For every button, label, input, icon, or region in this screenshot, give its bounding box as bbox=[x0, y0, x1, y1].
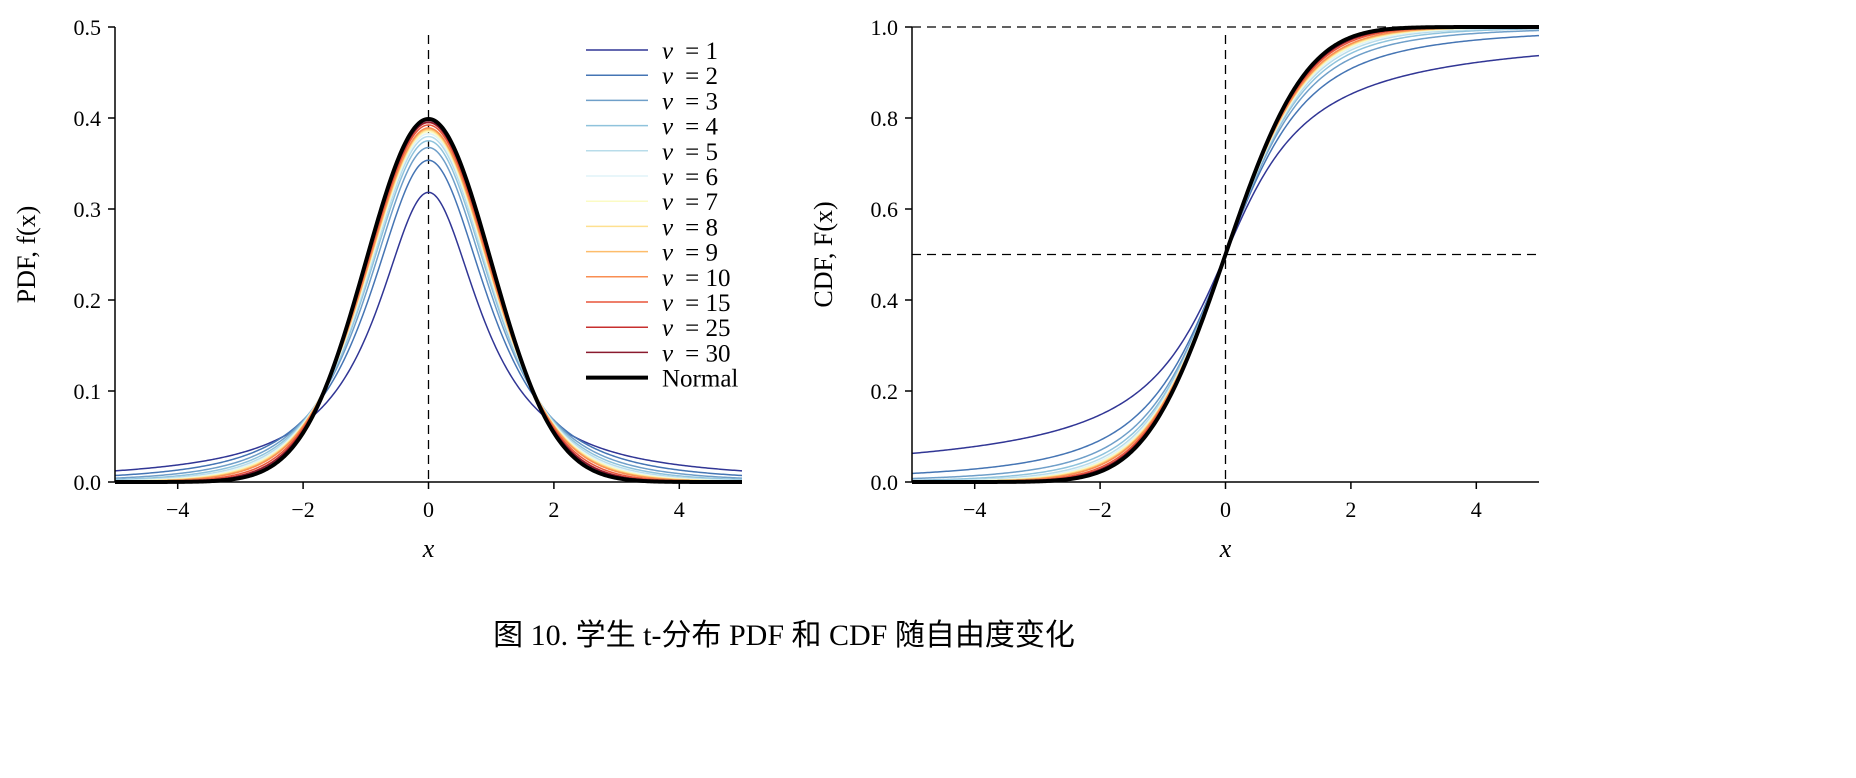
x-tick-label: 4 bbox=[674, 497, 685, 522]
series-line-nu-3 bbox=[114, 146, 743, 479]
y-tick-label: 0.0 bbox=[871, 470, 899, 495]
legend-label-nu-1: ν = 1 bbox=[662, 38, 718, 65]
series-line-normal bbox=[115, 116, 742, 484]
series-line-nu-1 bbox=[114, 191, 743, 472]
legend-symbol: ν bbox=[662, 315, 674, 342]
x-tick-label: 2 bbox=[1345, 497, 1356, 522]
legend-label-nu-25: ν = 25 bbox=[662, 315, 730, 342]
legend-symbol: ν bbox=[662, 88, 674, 115]
legend-value: = 9 bbox=[685, 240, 718, 267]
x-tick-label: −2 bbox=[291, 497, 314, 522]
legend-symbol: ν bbox=[662, 265, 674, 292]
legend-label-nu-7: ν = 7 bbox=[662, 189, 718, 216]
legend-label-nu-2: ν = 2 bbox=[662, 63, 718, 90]
legend-value: = 8 bbox=[685, 214, 718, 241]
series-line-nu-15 bbox=[114, 124, 743, 483]
y-tick-label: 0.1 bbox=[74, 379, 102, 404]
legend-label-nu-10: ν = 10 bbox=[662, 265, 730, 292]
legend-label-nu-3: ν = 3 bbox=[662, 88, 718, 115]
x-tick-label: −4 bbox=[963, 497, 986, 522]
legend-symbol: ν bbox=[662, 340, 674, 367]
y-tick-label: 0.4 bbox=[74, 106, 102, 131]
legend-label-nu-5: ν = 5 bbox=[662, 139, 718, 166]
x-tick-label: 0 bbox=[423, 497, 434, 522]
legend-label-nu-4: ν = 4 bbox=[662, 114, 718, 141]
legend-label-nu-9: ν = 9 bbox=[662, 240, 718, 267]
x-axis-label: x bbox=[1219, 534, 1232, 563]
pdf-plot: −4 −2 0 2 4 0.0 0.1 0.2 0.3 0.4 0.5 x PDF, f(x) bbox=[12, 15, 743, 563]
legend-symbol: ν bbox=[662, 290, 674, 317]
series-line-nu-7 bbox=[114, 130, 743, 482]
legend-value: = 25 bbox=[685, 315, 730, 342]
x-tick-label: 2 bbox=[548, 497, 559, 522]
y-tick-label: 0.6 bbox=[871, 197, 899, 222]
legend-value: = 6 bbox=[685, 164, 718, 191]
legend-label-nu-15: ν = 15 bbox=[662, 290, 730, 317]
legend-symbol: ν bbox=[662, 114, 674, 141]
y-tick-label: 0.8 bbox=[871, 106, 899, 131]
legend-label-nu-8: ν = 8 bbox=[662, 214, 718, 241]
legend-value: = 15 bbox=[685, 290, 730, 317]
y-tick-label: 0.0 bbox=[74, 470, 102, 495]
x-tick-label: −4 bbox=[166, 497, 189, 522]
figure-caption: 图 10. 学生 t-分布 PDF 和 CDF 随自由度变化 bbox=[493, 619, 1075, 652]
x-tick-label: 4 bbox=[1471, 497, 1482, 522]
cdf-plot: −4 −2 0 2 4 0.0 0.2 0.4 0.6 0.8 1.0 x CDF, F(x) bbox=[809, 15, 1540, 563]
legend-symbol: ν bbox=[662, 164, 674, 191]
legend-value: = 1 bbox=[685, 38, 718, 65]
x-tick-label: 0 bbox=[1220, 497, 1231, 522]
legend-value: = 7 bbox=[685, 189, 718, 216]
legend-symbol: ν bbox=[662, 139, 674, 166]
legend-label-nu-30: ν = 30 bbox=[662, 340, 730, 367]
series-line-nu-4 bbox=[114, 139, 743, 481]
y-tick-label: 0.3 bbox=[74, 197, 102, 222]
x-axis-label: x bbox=[422, 534, 435, 563]
figure: −4 −2 0 2 4 0.0 0.1 0.2 0.3 0.4 0.5 x PDF, f(x) −4 −2… bbox=[12, 15, 1540, 652]
legend-symbol: ν bbox=[662, 63, 674, 90]
legend-label-nu-6: ν = 6 bbox=[662, 164, 718, 191]
legend-symbol: ν bbox=[662, 214, 674, 241]
legend: ν = 1 ν = 2 ν = 3 ν = 4 ν = 5 ν = 6 ν = 7 ν = 8 ν = 9 ν = 1… bbox=[586, 38, 738, 393]
legend-symbol: ν bbox=[662, 240, 674, 267]
y-tick-label: 0.4 bbox=[871, 288, 899, 313]
y-axis-label: PDF, f(x) bbox=[12, 206, 41, 304]
series-line-nu-6 bbox=[114, 132, 743, 482]
y-tick-label: 0.2 bbox=[74, 288, 102, 313]
y-axis-label: CDF, F(x) bbox=[809, 201, 838, 307]
y-tick-label: 1.0 bbox=[871, 15, 899, 40]
legend-value: = 4 bbox=[685, 114, 718, 141]
y-tick-label: 0.5 bbox=[74, 15, 102, 40]
legend-value: = 2 bbox=[685, 63, 718, 90]
legend-symbol: ν bbox=[662, 38, 674, 65]
legend-symbol: ν bbox=[662, 189, 674, 216]
legend-value: = 30 bbox=[685, 340, 730, 367]
x-tick-label: −2 bbox=[1088, 497, 1111, 522]
legend-value: = 10 bbox=[685, 265, 730, 292]
series-line-nu-2 bbox=[114, 159, 743, 477]
series-line-nu-10 bbox=[114, 127, 743, 483]
figure-svg: −4 −2 0 2 4 0.0 0.1 0.2 0.3 0.4 0.5 x PDF, f(x) −4 −2… bbox=[12, 15, 1540, 563]
series-group bbox=[114, 116, 743, 484]
legend-value: = 3 bbox=[685, 88, 718, 115]
y-tick-label: 0.2 bbox=[871, 379, 899, 404]
series-line-nu-5 bbox=[114, 135, 743, 482]
legend-value: = 5 bbox=[685, 139, 718, 166]
legend-label-normal: Normal bbox=[662, 366, 738, 393]
